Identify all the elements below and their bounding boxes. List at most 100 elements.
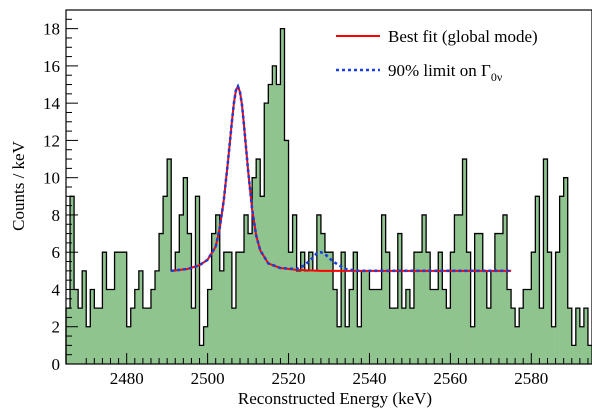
histogram-bin [167,159,172,364]
histogram-bin [361,270,366,364]
x-tick-label: 2480 [110,369,144,388]
x-axis-label: Reconstructed Energy (keV) [238,389,432,408]
histogram-bin [333,289,338,364]
histogram-bin [126,326,132,364]
histogram-bin [535,196,540,364]
histogram-bin [438,252,443,364]
y-axis-label: Counts / keV [9,140,28,230]
y-tick-label: 16 [43,57,60,76]
histogram-bin [482,270,488,364]
histogram-bin [490,270,496,364]
histogram-bin [462,159,467,364]
histogram-bin [369,289,374,364]
histogram-bin [199,345,204,364]
histogram-bin [551,326,556,364]
histogram-bin [527,289,532,364]
histogram-bin [341,252,346,364]
y-tick-label: 6 [52,243,61,262]
histogram-bin [268,84,273,365]
histogram-bin [519,308,524,364]
histogram-bin [454,214,459,364]
histogram-bin [329,252,334,364]
x-tick-label: 2580 [514,369,548,388]
histogram-bin [219,270,225,364]
histogram-bin [94,308,99,364]
histogram-bin [134,289,140,364]
histogram-bin [227,252,233,364]
histogram-bin [442,289,447,364]
histogram-bin [118,252,123,364]
histogram-bin [324,252,330,364]
histogram-bin [458,214,463,364]
histogram-bin [106,289,111,364]
histogram-bin [296,270,301,364]
histogram-bin [175,252,180,364]
histogram-bin [70,196,75,364]
histogram-bin [446,308,451,364]
histogram-bin [502,214,508,364]
axis-ticks [66,9,589,365]
histogram-bin [531,252,536,364]
histogram-bin [171,270,176,364]
y-tick-label: 4 [52,280,61,299]
histogram-bin [422,214,427,364]
y-tick-label: 2 [52,318,61,337]
histogram-bin [466,252,471,364]
histogram-bin [308,252,314,364]
histogram-bin [260,196,265,364]
histogram-bin [515,326,520,364]
histogram-bin [397,233,403,364]
y-tick-label: 0 [52,355,61,374]
x-tick-label: 2560 [433,369,467,388]
histogram [65,27,592,365]
histogram-bin [276,84,281,365]
histogram-bin [486,308,492,364]
histogram-bin [146,308,152,364]
legend-label-gamma: Γ [481,61,491,80]
legend-label-90-limit: 90% limit on Γ0ν [388,61,503,84]
histogram-bin [567,308,573,364]
histogram-bin [130,308,136,364]
x-tick-label: 2520 [272,369,306,388]
histogram-bin [470,326,475,364]
histogram-bin [571,345,577,364]
histogram-bin [235,252,241,364]
legend-label-best-fit: Best fit (global mode) [388,27,538,46]
y-tick-label: 12 [43,131,60,150]
histogram-bin [82,270,87,364]
fit-curves [171,83,512,273]
histogram-bin [583,308,589,364]
histogram-bin [78,308,83,364]
histogram-bin [288,252,293,364]
histogram-bin [195,196,200,364]
histogram-bin [349,289,354,364]
histogram-bin [102,252,107,364]
y-tick-label: 10 [43,169,60,188]
histogram-bin [385,252,390,364]
histogram-bin [405,289,411,364]
histogram-bin [357,326,362,364]
limit-curve [171,83,512,273]
histogram-bin [272,65,277,364]
histogram-bin [284,140,289,364]
histogram-bin [478,233,484,364]
histogram-bin [163,196,168,364]
tick-labels: 2480 2500 2520 2540 2560 2580 0 2 4 6 8 10 12 14 16 18 [43,20,548,388]
histogram-bin [474,233,480,364]
histogram-bin [426,252,431,364]
histogram-bin [413,252,419,364]
histogram-bin [523,289,528,364]
histogram-bin [215,214,221,364]
histogram-bin [207,289,212,364]
histogram-bin [559,196,564,364]
histogram-bin [494,233,500,364]
histogram-bin [155,270,160,364]
histogram-bin [252,177,257,364]
histogram-bin [511,308,516,364]
histogram-outline [65,27,592,364]
histogram-bin [555,252,560,364]
histogram-bin [401,308,407,364]
histogram-bin [389,308,395,364]
histogram-bin [304,270,310,364]
